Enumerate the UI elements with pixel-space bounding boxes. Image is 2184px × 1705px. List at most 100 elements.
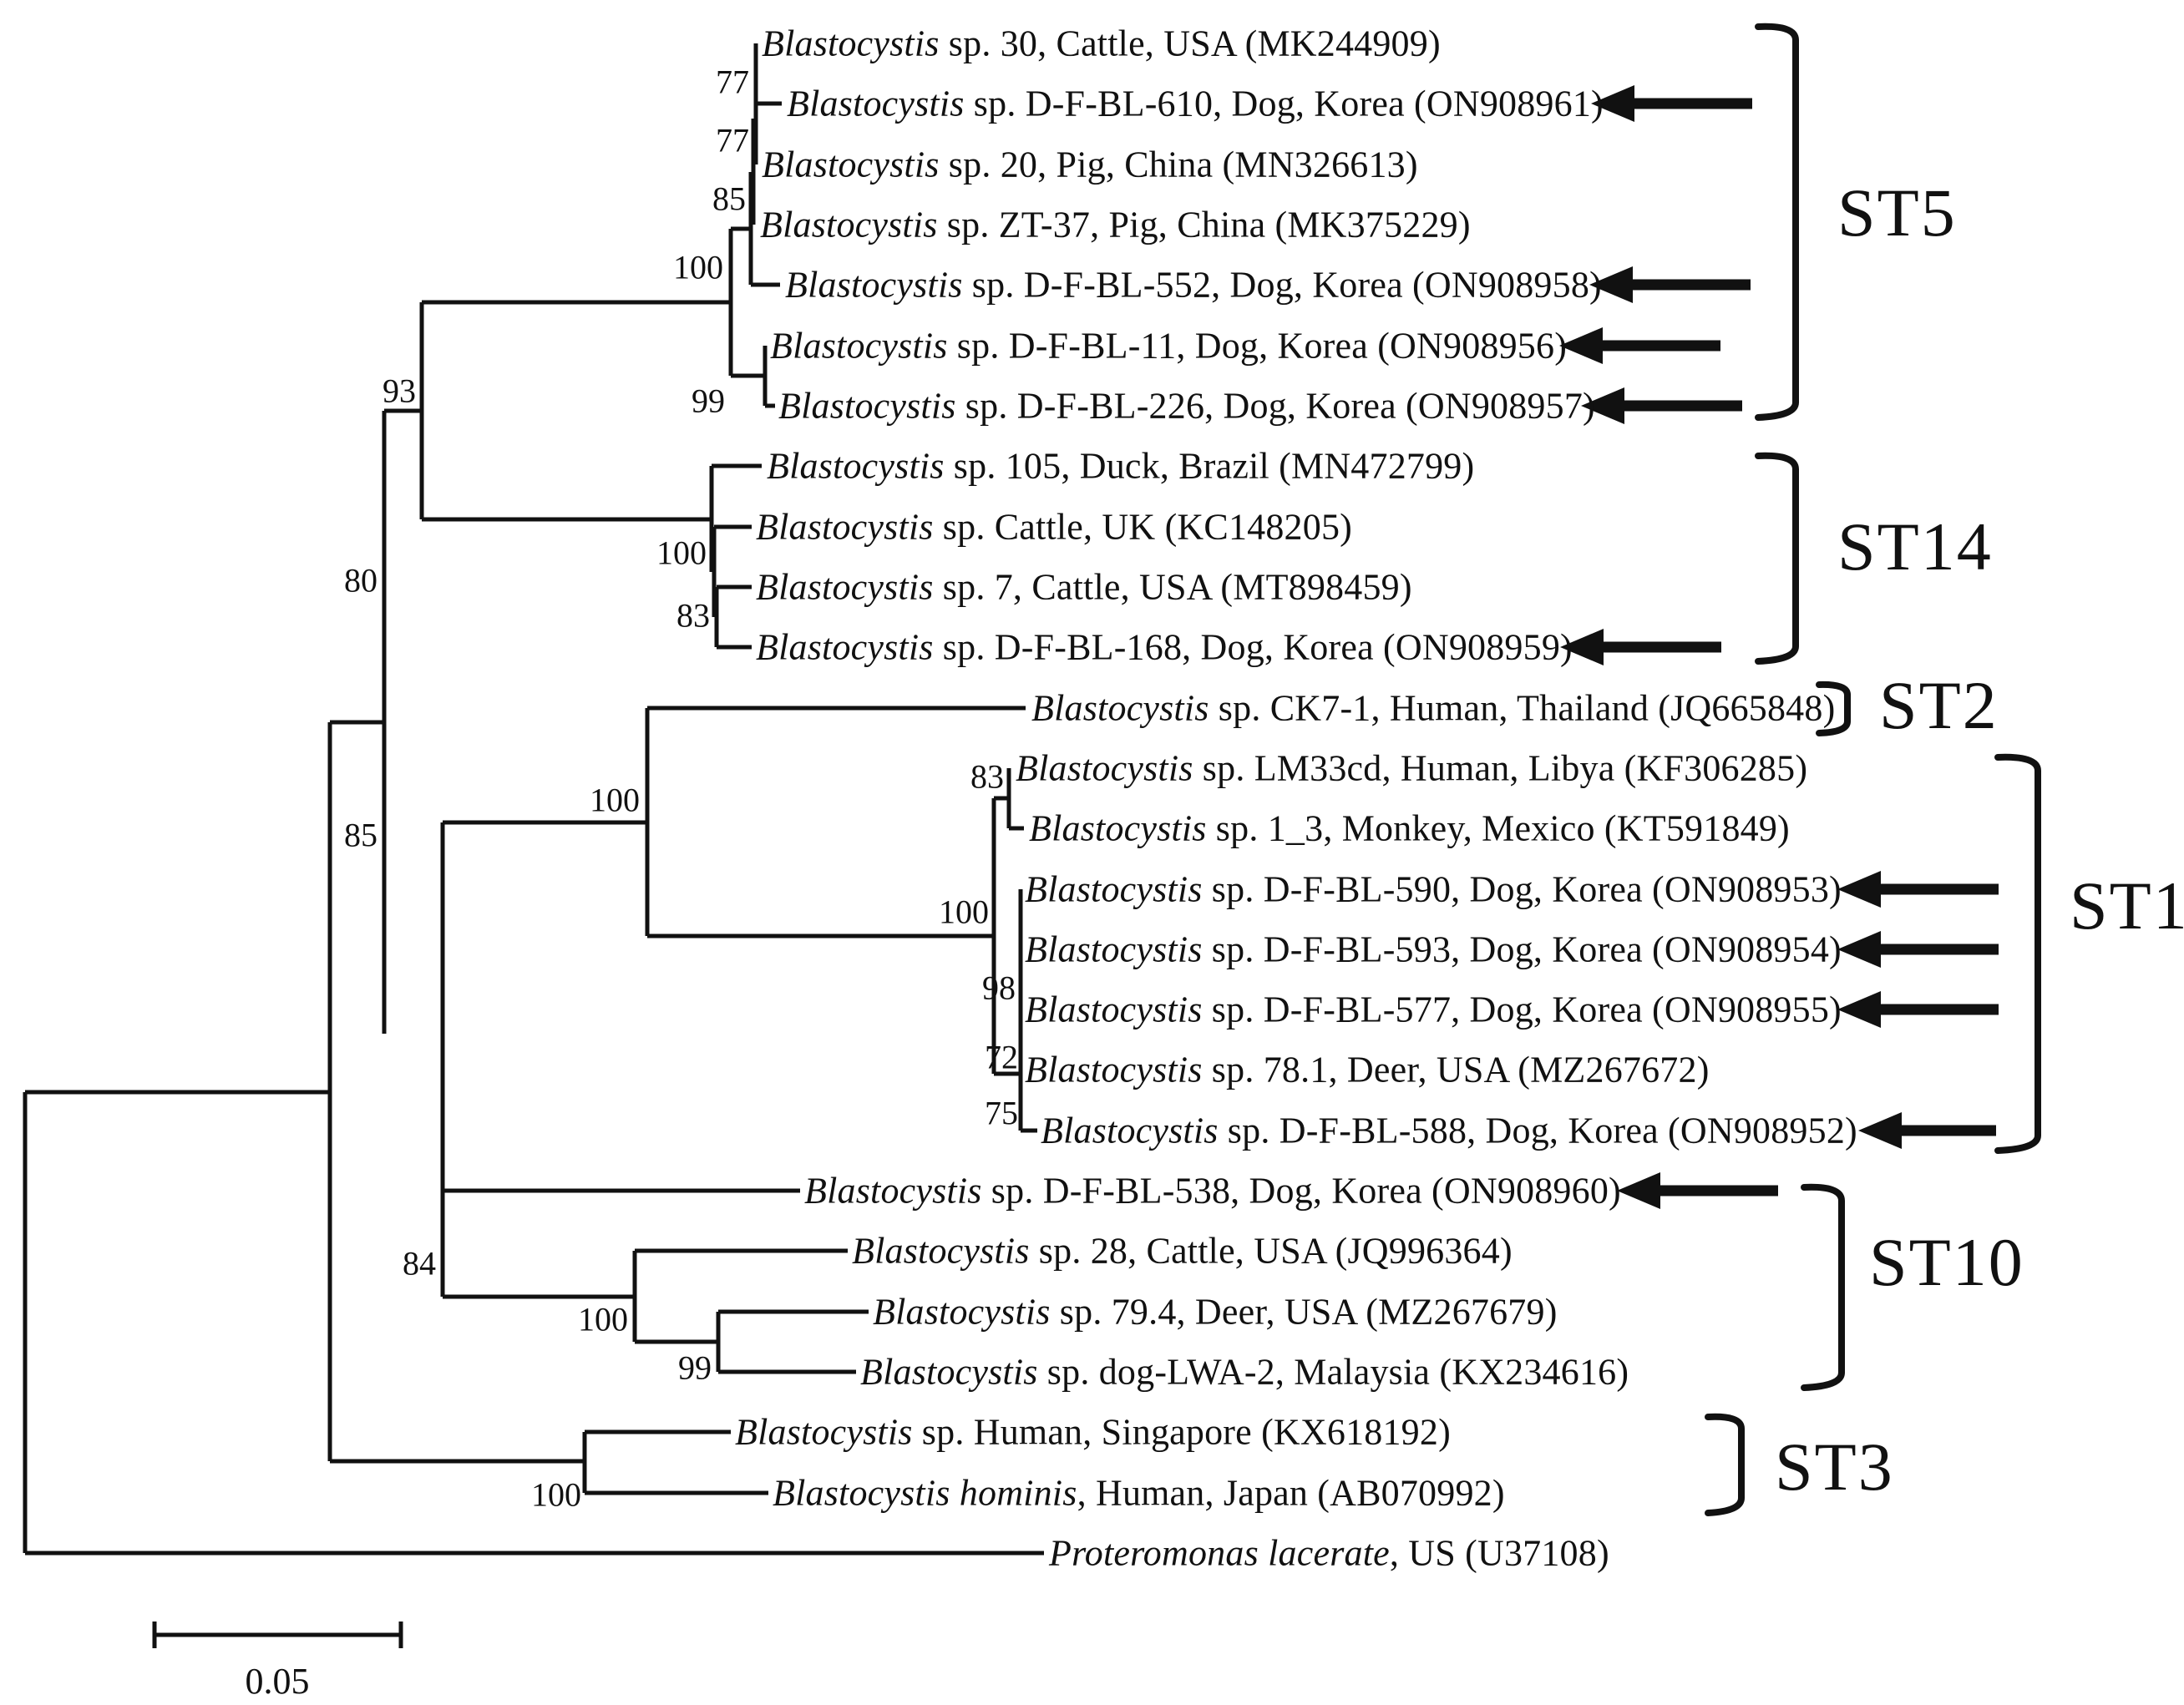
taxon-genus: Blastocystis — [762, 144, 940, 185]
arrow-icon — [1837, 931, 1999, 968]
taxon-genus: Blastocystis — [1025, 989, 1203, 1030]
taxon-genus: Blastocystis — [860, 1351, 1038, 1393]
arrow-icon — [1858, 1112, 1996, 1149]
bootstrap-value: 93 — [383, 372, 416, 410]
taxon-rest: , US (U37108) — [1389, 1532, 1609, 1574]
taxon-genus: Blastocystis — [1029, 807, 1207, 849]
bootstrap-value: 99 — [692, 382, 725, 420]
taxon-genus: Blastocystis — [756, 626, 934, 668]
taxon-label: Blastocystis sp. D-F-BL-610, Dog, Korea … — [787, 83, 1604, 125]
taxon-label: Blastocystis sp. Human, Singapore (KX618… — [735, 1411, 1451, 1454]
taxon-genus: Blastocystis — [760, 204, 938, 245]
taxon-genus: Blastocystis — [762, 23, 940, 64]
taxon-genus: Blastocystis — [1016, 747, 1193, 789]
taxon-label: Blastocystis sp. D-F-BL-168, Dog, Korea … — [756, 626, 1573, 669]
bootstrap-value: 77 — [716, 121, 749, 159]
taxon-rest: sp. LM33cd, Human, Libya (KF306285) — [1193, 747, 1808, 789]
taxon-genus: Blastocystis — [756, 566, 934, 608]
taxon-label: Blastocystis sp. dog-LWA-2, Malaysia (KX… — [860, 1351, 1629, 1394]
bootstrap-value: 77 — [716, 63, 749, 101]
clade-label-st3: ST3 — [1775, 1429, 1894, 1505]
clade-bracket-st1 — [1994, 753, 2041, 1154]
taxon-label: Blastocystis sp. ZT-37, Pig, China (MK37… — [760, 204, 1471, 246]
taxon-rest: sp. D-F-BL-610, Dog, Korea (ON908961) — [964, 83, 1604, 124]
taxon-rest: sp. D-F-BL-590, Dog, Korea (ON908953) — [1202, 868, 1842, 910]
taxon-label: Blastocystis sp. 105, Duck, Brazil (MN47… — [767, 445, 1474, 488]
taxon-label: Blastocystis sp. CK7-1, Human, Thailand … — [1031, 687, 1835, 730]
taxon-label: Blastocystis sp. D-F-BL-552, Dog, Korea … — [785, 264, 1602, 306]
taxon-genus: Blastocystis — [1025, 928, 1203, 970]
taxon-rest: sp. D-F-BL-168, Dog, Korea (ON908959) — [933, 626, 1573, 668]
taxon-genus: Blastocystis — [1025, 868, 1203, 910]
taxon-rest: sp. 20, Pig, China (MN326613) — [939, 144, 1418, 185]
taxon-label: Blastocystis sp. D-F-BL-590, Dog, Korea … — [1025, 868, 1842, 911]
taxon-genus: Proteromonas lacerate — [1049, 1532, 1390, 1574]
taxon-genus: Blastocystis — [852, 1230, 1030, 1272]
taxon-label: Blastocystis sp. D-F-BL-226, Dog, Korea … — [778, 385, 1595, 428]
taxon-label: Blastocystis sp. 79.4, Deer, USA (MZ2676… — [873, 1291, 1558, 1333]
taxon-rest: sp. 105, Duck, Brazil (MN472799) — [944, 445, 1475, 487]
tree-branches — [23, 43, 1044, 1556]
bootstrap-value: 83 — [970, 757, 1004, 796]
taxon-rest: sp. 28, Cattle, USA (JQ996364) — [1029, 1230, 1513, 1272]
clade-bracket-st10 — [1801, 1183, 1845, 1391]
taxon-rest: sp. D-F-BL-11, Dog, Korea (ON908956) — [947, 325, 1568, 367]
taxon-rest: sp. 79.4, Deer, USA (MZ267679) — [1050, 1291, 1558, 1333]
taxon-rest: sp. D-F-BL-593, Dog, Korea (ON908954) — [1202, 928, 1842, 970]
taxon-rest: sp. D-F-BL-577, Dog, Korea (ON908955) — [1202, 989, 1842, 1030]
scale-bar — [152, 1622, 403, 1648]
taxon-rest: sp. D-F-BL-588, Dog, Korea (ON908952) — [1218, 1110, 1857, 1151]
clade-bracket-st5 — [1755, 23, 1799, 421]
arrow-icon — [1560, 629, 1721, 665]
taxon-genus: Blastocystis — [1031, 687, 1209, 729]
taxon-rest: sp. D-F-BL-538, Dog, Korea (ON908960) — [981, 1170, 1621, 1212]
taxon-label: Blastocystis sp. D-F-BL-593, Dog, Korea … — [1025, 928, 1842, 971]
taxon-rest: sp. 78.1, Deer, USA (MZ267672) — [1202, 1049, 1710, 1090]
taxon-label: Blastocystis sp. 20, Pig, China (MN32661… — [762, 144, 1418, 186]
taxon-rest: sp. dog-LWA-2, Malaysia (KX234616) — [1037, 1351, 1629, 1393]
taxon-genus: Blastocystis hominis — [773, 1472, 1077, 1514]
taxon-genus: Blastocystis — [735, 1411, 913, 1453]
bootstrap-value: 100 — [656, 534, 707, 572]
taxon-rest: sp. 7, Cattle, USA (MT898459) — [933, 566, 1412, 608]
arrow-icon — [1617, 1172, 1778, 1209]
taxon-label: Blastocystis sp. LM33cd, Human, Libya (K… — [1016, 747, 1807, 790]
taxon-label: Blastocystis sp. Cattle, UK (KC148205) — [756, 506, 1352, 549]
bootstrap-value: 85 — [712, 180, 746, 218]
arrow-icon — [1837, 871, 1999, 908]
clade-label-st14: ST14 — [1837, 508, 1993, 584]
bootstrap-value: 100 — [939, 893, 989, 931]
taxon-label: Blastocystis sp. D-F-BL-538, Dog, Korea … — [804, 1170, 1621, 1212]
taxon-genus: Blastocystis — [770, 325, 948, 367]
arrow-icon — [1837, 991, 1999, 1028]
clade-label-st2: ST2 — [1879, 667, 1999, 743]
taxon-rest: sp. 1_3, Monkey, Mexico (KT591849) — [1206, 807, 1790, 849]
bootstrap-value: 100 — [531, 1475, 581, 1514]
arrow-icon — [1581, 387, 1742, 424]
bootstrap-value: 72 — [985, 1038, 1018, 1076]
clade-bracket-st2 — [1816, 680, 1851, 736]
arrow-icon — [1591, 85, 1752, 122]
taxon-genus: Blastocystis — [756, 506, 934, 548]
taxon-rest: sp. CK7-1, Human, Thailand (JQ665848) — [1209, 687, 1836, 729]
scale-bar-label: 0.05 — [245, 1661, 310, 1702]
arrow-icon — [1559, 327, 1720, 364]
clade-bracket-st14 — [1755, 452, 1799, 665]
taxon-genus: Blastocystis — [767, 445, 945, 487]
taxon-label: Blastocystis sp. D-F-BL-577, Dog, Korea … — [1025, 989, 1842, 1031]
bootstrap-value: 100 — [673, 248, 723, 286]
clade-brackets — [1705, 23, 2041, 1516]
bootstrap-value: 100 — [590, 781, 640, 819]
taxon-genus: Blastocystis — [787, 83, 965, 124]
taxon-genus: Blastocystis — [804, 1170, 982, 1212]
taxon-genus: Blastocystis — [778, 385, 956, 427]
bootstrap-value: 83 — [676, 596, 710, 635]
taxon-label: Blastocystis hominis, Human, Japan (AB07… — [773, 1472, 1505, 1515]
bootstrap-value: 100 — [578, 1300, 628, 1338]
clade-label-st1: ST1 — [2070, 868, 2184, 944]
taxon-label: Blastocystis sp. 30, Cattle, USA (MK2449… — [762, 23, 1441, 65]
taxon-rest: sp. ZT-37, Pig, China (MK375229) — [937, 204, 1471, 245]
taxon-label: Blastocystis sp. D-F-BL-11, Dog, Korea (… — [770, 325, 1567, 367]
